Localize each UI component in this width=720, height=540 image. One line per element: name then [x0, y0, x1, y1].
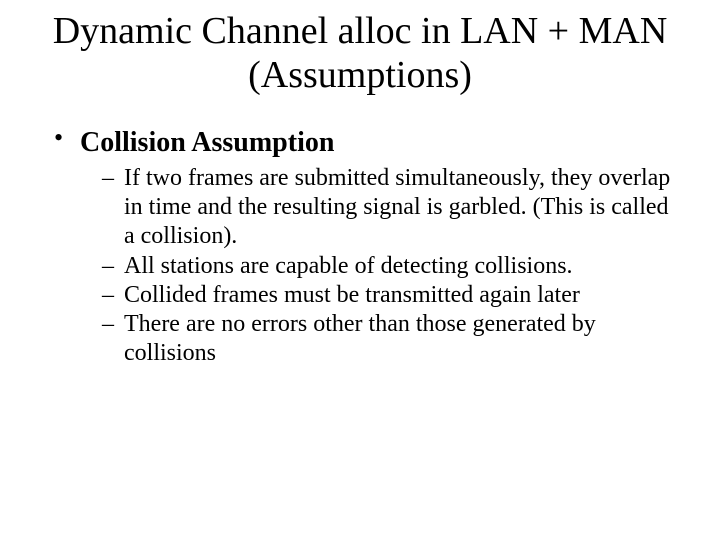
sub-item: All stations are capable of detecting co… — [102, 252, 680, 281]
slide-title: Dynamic Channel alloc in LAN + MAN (Assu… — [40, 10, 680, 97]
sub-item: Collided frames must be transmitted agai… — [102, 281, 680, 310]
sub-list: If two frames are submitted simultaneous… — [80, 164, 680, 369]
sub-item: If two frames are submitted simultaneous… — [102, 164, 680, 252]
bullet-list: Collision Assumption If two frames are s… — [40, 125, 680, 368]
bullet-heading: Collision Assumption — [80, 125, 680, 161]
bullet-item: Collision Assumption If two frames are s… — [52, 125, 680, 368]
sub-item: There are no errors other than those gen… — [102, 310, 680, 369]
